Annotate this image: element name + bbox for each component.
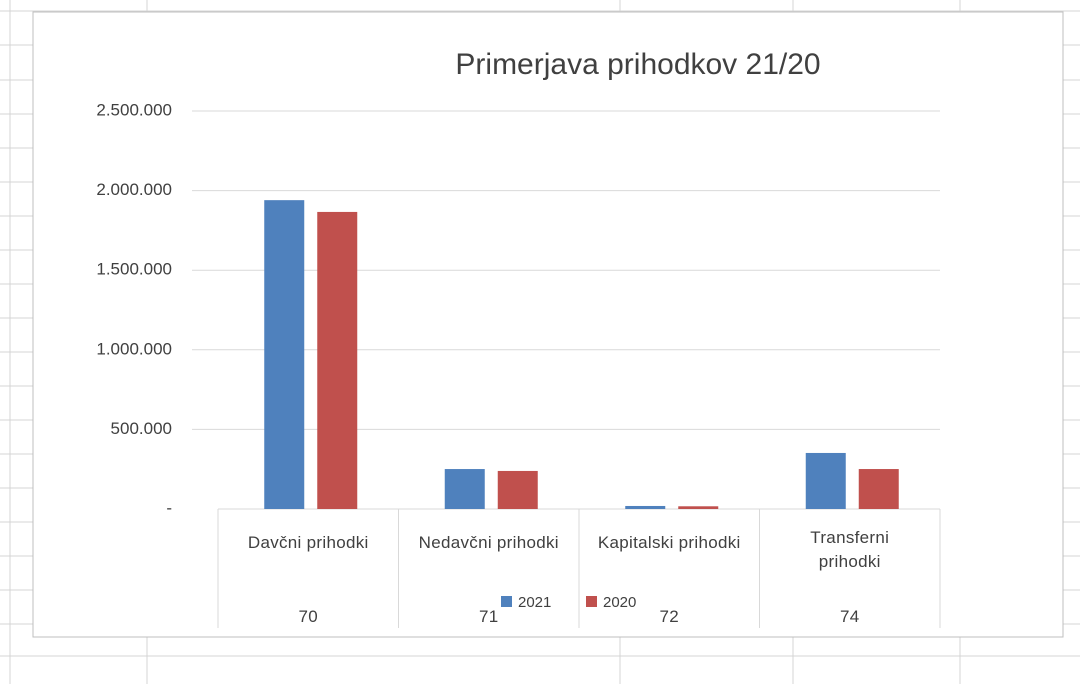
bar xyxy=(805,452,846,509)
x-group-label: 74 xyxy=(839,607,860,626)
bar xyxy=(858,469,899,509)
x-group-label: 70 xyxy=(298,607,318,626)
x-tick-label: Transferni prihodki xyxy=(810,528,890,571)
bar xyxy=(497,470,538,509)
bar xyxy=(317,211,358,509)
bar xyxy=(264,200,305,510)
bar xyxy=(444,469,485,509)
chart-area xyxy=(32,11,1064,638)
y-tick-label: - xyxy=(166,498,172,517)
x-tick-label: Kapitalski prihodki xyxy=(597,533,741,552)
chart-title: Primerjava prihodkov 21/20 xyxy=(455,48,820,81)
legend-label: 2020 xyxy=(603,594,636,611)
y-tick-label: 1.500.000 xyxy=(96,260,172,279)
x-group-label: 71 xyxy=(478,607,499,626)
bar xyxy=(625,505,666,509)
y-tick-label: 500.000 xyxy=(111,419,172,438)
y-tick-label: 1.000.000 xyxy=(96,339,172,358)
y-tick-label: 2.000.000 xyxy=(96,180,172,199)
legend-label: 2021 xyxy=(518,594,551,611)
x-tick-label: Nedavčni prihodki xyxy=(418,533,559,552)
legend-swatch xyxy=(586,596,597,607)
x-tick-label: Davčni prihodki xyxy=(247,533,369,552)
legend-swatch xyxy=(501,596,512,607)
y-tick-label: 2.500.000 xyxy=(96,100,172,119)
bar xyxy=(678,506,719,509)
x-group-label: 72 xyxy=(659,607,679,626)
